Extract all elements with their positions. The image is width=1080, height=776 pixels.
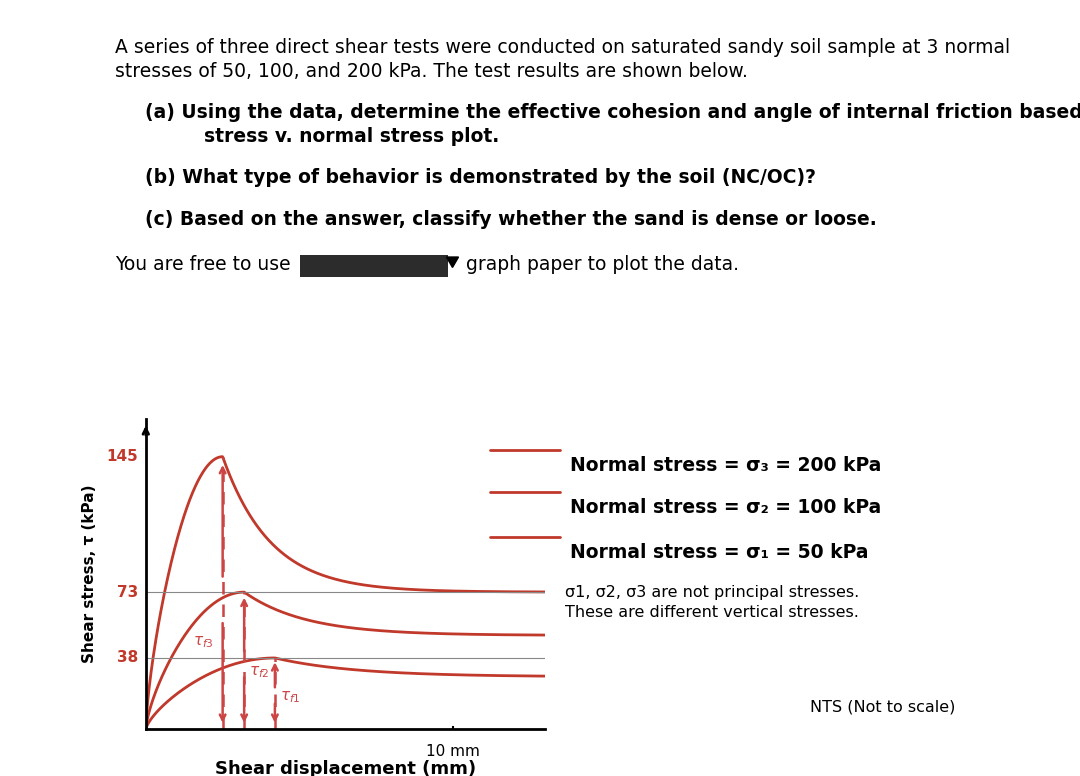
Bar	[300, 255, 448, 277]
Text: 10 mm: 10 mm	[427, 744, 481, 760]
Text: NTS (Not to scale): NTS (Not to scale)	[810, 700, 956, 715]
Text: A series of three direct shear tests were conducted on saturated sandy soil samp: A series of three direct shear tests wer…	[114, 38, 1010, 57]
Text: stresses of 50, 100, and 200 kPa. The test results are shown below.: stresses of 50, 100, and 200 kPa. The te…	[114, 62, 747, 81]
Text: Normal stress = σ₂ = 100 kPa: Normal stress = σ₂ = 100 kPa	[570, 498, 881, 517]
Text: These are different vertical stresses.: These are different vertical stresses.	[565, 605, 859, 620]
Text: 73: 73	[117, 584, 138, 600]
Text: $\tau_{f3}$: $\tau_{f3}$	[192, 634, 214, 650]
Text: (a) Using the data, determine the effective cohesion and angle of internal frict: (a) Using the data, determine the effect…	[145, 103, 1080, 122]
Text: 145: 145	[106, 449, 138, 464]
Text: (c) Based on the answer, classify whether the sand is dense or loose.: (c) Based on the answer, classify whethe…	[145, 210, 877, 229]
Y-axis label: Shear stress, τ (kPa): Shear stress, τ (kPa)	[82, 485, 97, 663]
Text: 38: 38	[117, 650, 138, 666]
Text: stress v. normal stress plot.: stress v. normal stress plot.	[165, 127, 499, 146]
Text: graph paper to plot the data.: graph paper to plot the data.	[460, 255, 739, 274]
Text: You are free to use: You are free to use	[114, 255, 297, 274]
Text: Normal stress = σ₁ = 50 kPa: Normal stress = σ₁ = 50 kPa	[570, 543, 868, 562]
Text: $\tau_{f1}$: $\tau_{f1}$	[280, 689, 300, 705]
Text: Shear displacement (mm): Shear displacement (mm)	[215, 760, 476, 776]
Text: $\tau_{f2}$: $\tau_{f2}$	[248, 664, 269, 680]
Text: σ1, σ2, σ3 are not principal stresses.: σ1, σ2, σ3 are not principal stresses.	[565, 585, 860, 600]
Text: (b) What type of behavior is demonstrated by the soil (NC/OC)?: (b) What type of behavior is demonstrate…	[145, 168, 816, 187]
Text: Normal stress = σ₃ = 200 kPa: Normal stress = σ₃ = 200 kPa	[570, 456, 881, 475]
